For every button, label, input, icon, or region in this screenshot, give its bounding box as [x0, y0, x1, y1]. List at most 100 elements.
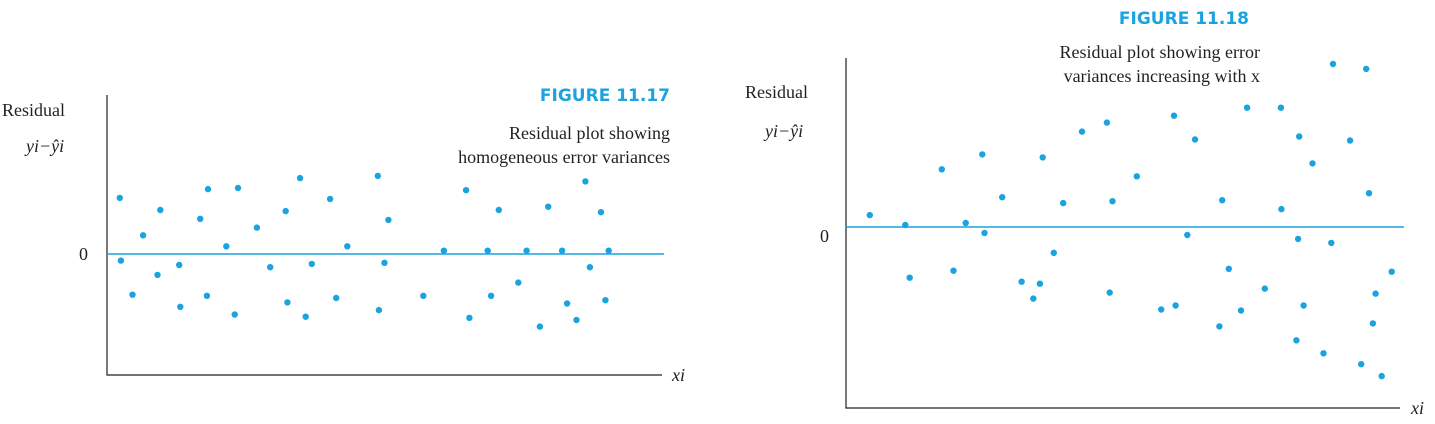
- data-point: [1225, 265, 1233, 272]
- data-point: [1109, 198, 1116, 205]
- data-point: [308, 260, 315, 268]
- data-point: [129, 291, 136, 298]
- data-point: [1261, 285, 1269, 292]
- data-point: [1103, 119, 1111, 126]
- data-point: [484, 247, 491, 254]
- data-point: [253, 224, 261, 231]
- data-point: [523, 247, 530, 254]
- data-points: [866, 60, 1395, 380]
- y-axis-formula: yi−ŷi: [763, 121, 803, 141]
- figure-11-18: FIGURE 11.18 Residual plot showing error…: [745, 9, 1424, 418]
- data-point: [981, 229, 988, 237]
- data-point: [1060, 199, 1067, 207]
- data-point: [385, 216, 392, 224]
- data-point: [902, 221, 909, 229]
- data-point: [1191, 136, 1199, 143]
- data-point: [1030, 295, 1037, 302]
- data-point: [1294, 235, 1302, 243]
- y-axis-label: Residual: [2, 100, 65, 120]
- data-point: [1039, 154, 1046, 161]
- data-point: [116, 194, 124, 202]
- data-point: [1296, 133, 1303, 140]
- caption-line-2: homogeneous error variances: [458, 147, 670, 167]
- data-point: [1293, 337, 1300, 344]
- zero-label: 0: [79, 244, 88, 264]
- data-point: [1036, 280, 1044, 287]
- data-point: [420, 292, 427, 299]
- data-point: [487, 292, 495, 299]
- data-point: [462, 187, 470, 194]
- data-point: [1050, 249, 1058, 256]
- caption-line-2: variances increasing with x: [1064, 66, 1260, 86]
- data-point: [284, 299, 291, 306]
- data-point: [267, 264, 274, 271]
- data-point: [223, 243, 230, 250]
- data-points: [116, 172, 612, 330]
- data-point: [1172, 302, 1179, 309]
- data-point: [999, 194, 1006, 201]
- data-point: [1328, 239, 1335, 247]
- y-axis-formula: yi−ŷi: [24, 136, 64, 156]
- data-point: [302, 313, 309, 320]
- data-point: [1363, 65, 1370, 73]
- data-point: [1358, 361, 1365, 368]
- data-point: [962, 219, 969, 227]
- data-point: [1243, 104, 1251, 111]
- data-point: [374, 172, 381, 180]
- data-point: [1278, 205, 1285, 213]
- data-point: [1388, 268, 1395, 275]
- data-point: [1170, 112, 1178, 119]
- data-point: [326, 195, 334, 203]
- data-point: [515, 279, 522, 286]
- x-axis-label: xi: [1410, 398, 1424, 418]
- data-point: [440, 247, 448, 254]
- data-point: [866, 211, 873, 219]
- data-point: [979, 151, 986, 158]
- data-point: [1184, 231, 1191, 239]
- data-point: [197, 215, 204, 222]
- data-point: [586, 264, 594, 271]
- data-point: [296, 174, 304, 182]
- data-point: [1277, 104, 1285, 111]
- zero-label: 0: [820, 226, 829, 246]
- data-point: [1346, 137, 1354, 144]
- data-point: [558, 247, 566, 254]
- data-point: [176, 261, 183, 269]
- data-point: [1216, 323, 1223, 330]
- figure-11-17: FIGURE 11.17 Residual plot showing homog…: [2, 86, 685, 385]
- data-point: [938, 166, 945, 173]
- data-point: [1237, 307, 1245, 314]
- data-point: [177, 303, 184, 310]
- data-point: [1309, 160, 1316, 167]
- axes: [845, 58, 1400, 409]
- axes: [106, 95, 662, 376]
- data-point: [1369, 320, 1377, 327]
- data-point: [375, 306, 383, 314]
- data-point: [231, 311, 238, 318]
- data-point: [381, 259, 388, 266]
- data-point: [1133, 173, 1141, 180]
- data-point: [234, 184, 242, 192]
- data-point: [597, 209, 605, 216]
- data-point: [906, 274, 913, 281]
- data-point: [1018, 278, 1025, 285]
- data-point: [466, 314, 473, 321]
- data-point: [582, 178, 589, 185]
- x-axis-label: xi: [671, 365, 685, 385]
- data-point: [1378, 372, 1385, 380]
- y-axis-label: Residual: [745, 82, 808, 102]
- data-point: [204, 185, 212, 193]
- data-point: [139, 232, 147, 239]
- data-point: [1078, 128, 1086, 135]
- data-point: [605, 247, 612, 254]
- data-point: [344, 243, 351, 250]
- data-point: [1365, 190, 1373, 197]
- data-point: [203, 292, 211, 299]
- data-point: [282, 207, 289, 215]
- data-point: [157, 206, 164, 214]
- caption-line-1: Residual plot showing: [509, 123, 670, 143]
- data-point: [1300, 302, 1307, 309]
- data-point: [495, 206, 502, 214]
- data-point: [1219, 197, 1226, 204]
